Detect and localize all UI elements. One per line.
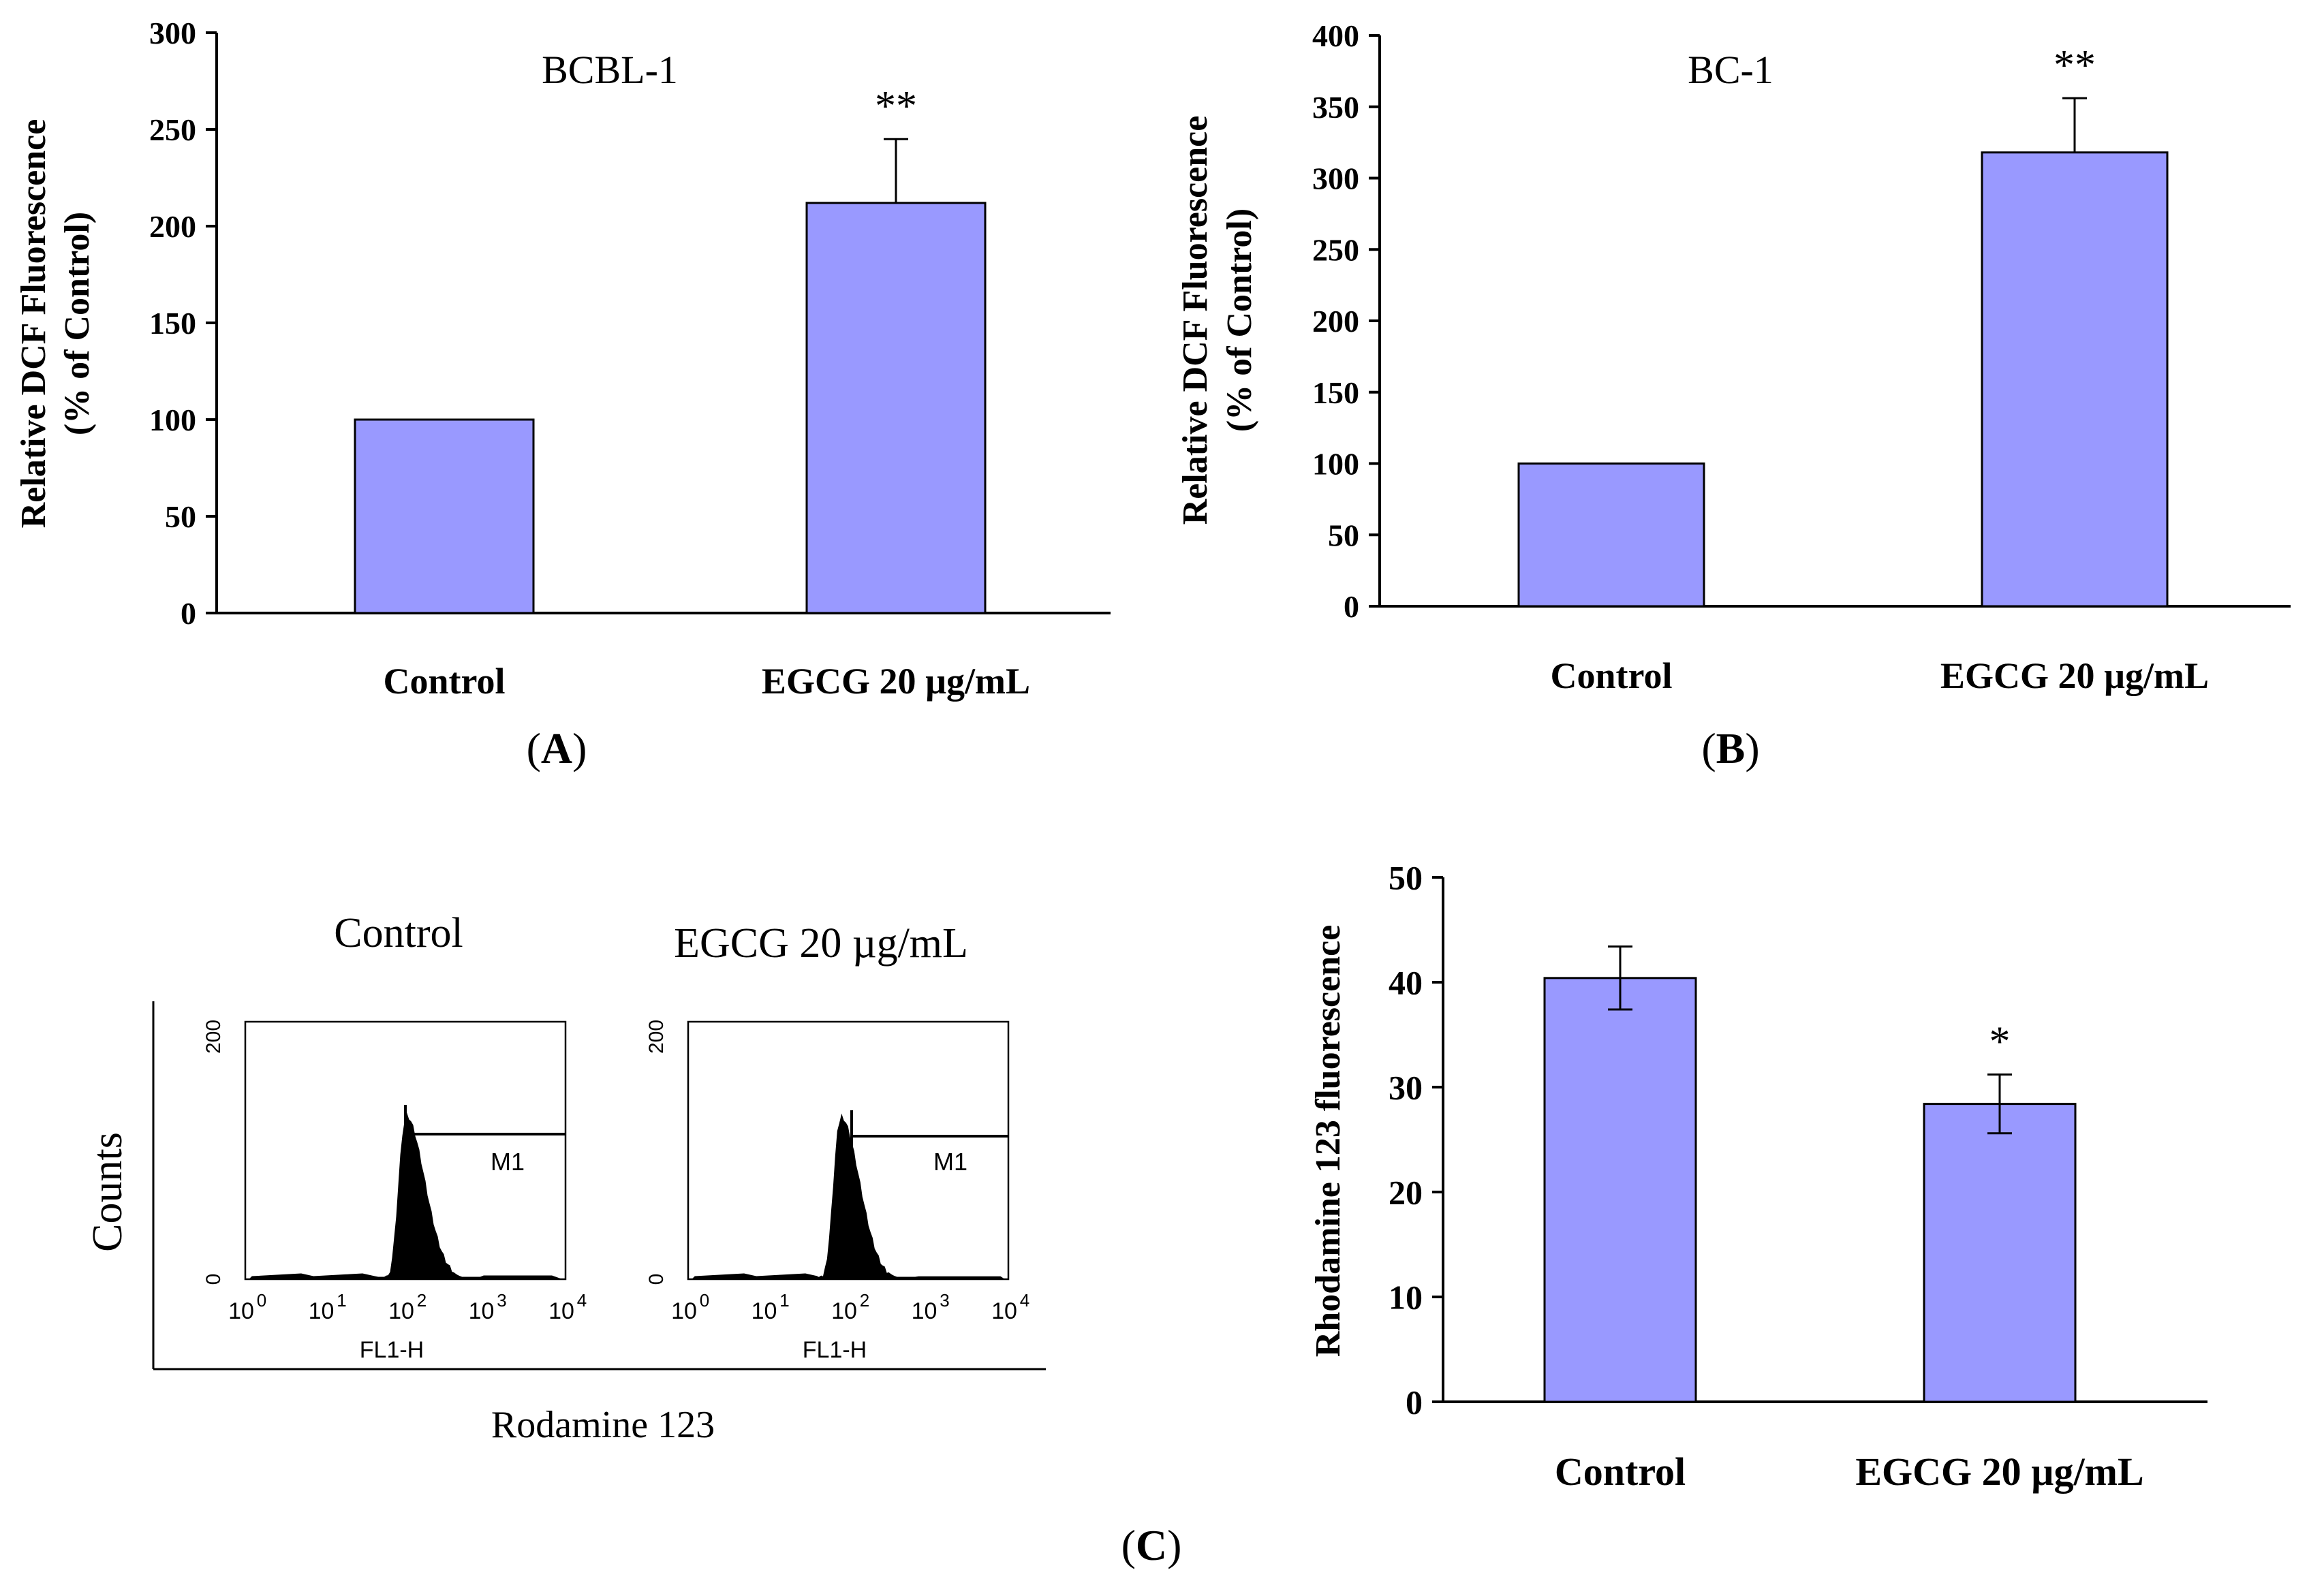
y-axis-label: Relative DCF Fluorescence [14,119,53,529]
y-tick-label: 50 [1389,859,1423,897]
y-tick-label: 300 [1312,161,1359,196]
y-axis-label: Rhodamine 123 fluorescence [1309,925,1348,1358]
y-tick-label: 0 [1406,1383,1423,1422]
x-tick-label: 10 [991,1298,1017,1324]
category-label: EGCG 20 µg/mL [1940,655,2209,696]
x-tick-exponent: 4 [1020,1290,1029,1311]
y-axis-label: Relative DCF Fluorescence [1176,116,1215,525]
y-tick-label: 100 [1312,447,1359,482]
x-tick-label: 10 [548,1298,574,1324]
y-axis-label: (% of Control) [58,212,97,435]
x-tick-label: 10 [228,1298,254,1324]
y-tick-label: 0 [1344,589,1359,624]
y-tick-label: 250 [149,112,196,147]
significance-label: ** [2054,42,2096,89]
chart-b: 0 50 100 150 200 250 300 350 400 Control ** EGCG 20… [1176,18,2291,696]
y-tick-label: 100 [149,403,196,437]
gate-marker-label: M1 [491,1148,525,1176]
x-tick-exponent: 4 [577,1290,587,1311]
x-tick-exponent: 1 [779,1290,789,1311]
y-tick-label: 20 [1389,1174,1423,1212]
y-tick-label: 0 [645,1274,668,1285]
x-tick-exponent: 1 [337,1290,346,1311]
histogram-title: EGCG 20 µg/mL [674,920,968,967]
y-tick-label: 40 [1389,964,1423,1002]
y-tick-label: 200 [202,1020,225,1054]
y-axis-label: (% of Control) [1220,208,1259,432]
x-tick-exponent: 0 [257,1290,266,1311]
category-label: Control [1555,1449,1686,1494]
y-tick-label: 200 [645,1020,668,1054]
bar [354,418,535,614]
bar [1923,1103,2077,1403]
y-tick-label: 50 [1328,518,1359,552]
category-label: EGCG 20 µg/mL [1855,1449,2143,1494]
x-tick-label: 10 [388,1298,414,1324]
chart-title: BC-1 [1688,48,1773,92]
flow-cytometry: Counts Rodamine 123 Control M1 0 200 10 0… [84,910,1046,1446]
bar [1543,977,1697,1403]
significance-label: * [1989,1019,2011,1065]
y-tick-label: 200 [149,209,196,244]
histogram-egcg: EGCG 20 µg/mL M1 0 200 10 0 10 1 10 2 10 3 10 4 F… [645,920,1029,1363]
panel-label-a: (A) [527,724,587,772]
x-tick-labels: 10 0 10 1 10 2 10 3 10 4 [671,1290,1029,1324]
panel-label-c: (C) [1121,1521,1182,1569]
x-tick-exponent: 3 [940,1290,949,1311]
x-tick-label: 10 [671,1298,697,1324]
y-tick-label: 350 [1312,90,1359,125]
flow-x-label: Rodamine 123 [491,1404,715,1446]
bar [805,202,987,614]
x-tick-exponent: 2 [860,1290,869,1311]
category-label: Control [383,661,505,702]
gate-marker-label: M1 [933,1148,967,1176]
y-tick-label: 10 [1389,1279,1423,1317]
y-tick-label: 150 [149,306,196,341]
histogram-title: Control [334,910,463,956]
bar [1517,463,1705,608]
x-tick-label: 10 [309,1298,335,1324]
chart-c: 0 10 20 30 40 50 Control * EGCG 20 µg/mL Rhodamin… [1309,859,2207,1494]
y-tick-label: 400 [1312,18,1359,53]
y-tick-label: 30 [1389,1069,1423,1107]
x-tick-label: 10 [469,1298,495,1324]
y-tick-label: 50 [165,499,196,534]
significance-label: ** [875,83,917,129]
histogram-peak [248,1112,562,1280]
x-axis-label: FL1-H [360,1337,424,1363]
x-tick-exponent: 2 [417,1290,427,1311]
x-tick-label: 10 [752,1298,777,1324]
category-label: Control [1550,655,1672,696]
x-tick-exponent: 3 [497,1290,506,1311]
x-axis-label: FL1-H [803,1337,867,1363]
chart-title: BCBL-1 [542,48,678,92]
bar [1981,151,2169,608]
category-label: EGCG 20 µg/mL [762,661,1030,702]
panel-label-b: (B) [1701,724,1759,772]
histogram-control: Control M1 0 200 10 0 10 1 10 2 10 3 10 4 FL1-H [202,910,587,1363]
chart-a: 0 50 100 150 200 250 300 Control ** EGCG 20 µg/mL… [14,16,1111,702]
y-tick-label: 150 [1312,375,1359,410]
y-tick-label: 0 [181,596,196,631]
y-tick-label: 300 [149,16,196,50]
x-tick-exponent: 0 [700,1290,709,1311]
x-tick-label: 10 [831,1298,857,1324]
x-tick-labels: 10 0 10 1 10 2 10 3 10 4 [228,1290,587,1324]
x-tick-label: 10 [912,1298,938,1324]
y-tick-label: 200 [1312,304,1359,339]
histogram-peak [691,1113,1006,1280]
y-tick-label: 250 [1312,232,1359,267]
flow-y-label: Counts [84,1132,131,1252]
y-tick-label: 0 [202,1274,225,1285]
